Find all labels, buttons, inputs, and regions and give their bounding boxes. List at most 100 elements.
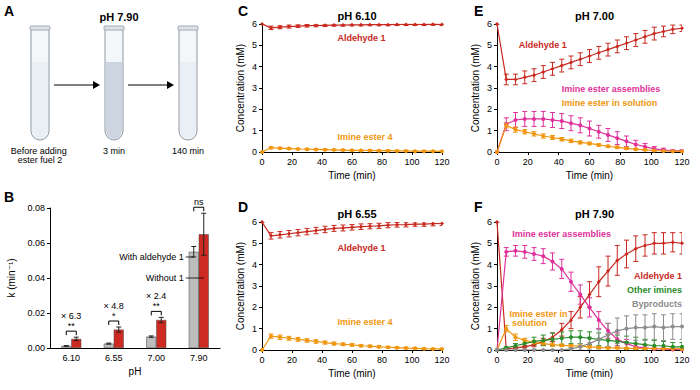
svg-text:Without 1: Without 1 — [146, 273, 184, 283]
svg-text:D: D — [238, 199, 248, 215]
svg-text:Time (min): Time (min) — [328, 170, 375, 181]
svg-text:1: 1 — [252, 324, 257, 334]
svg-text:3: 3 — [252, 281, 257, 291]
svg-text:0: 0 — [494, 157, 499, 167]
svg-text:pH 7.00: pH 7.00 — [575, 10, 614, 22]
svg-text:0: 0 — [252, 147, 257, 157]
svg-text:× 6.3: × 6.3 — [61, 311, 81, 321]
svg-text:B: B — [4, 189, 14, 205]
svg-text:120: 120 — [674, 157, 689, 167]
svg-text:0.08: 0.08 — [27, 203, 45, 213]
svg-text:120: 120 — [434, 355, 449, 365]
svg-text:**: ** — [153, 301, 161, 311]
svg-text:140 min: 140 min — [172, 146, 204, 156]
svg-text:2: 2 — [252, 302, 257, 312]
svg-text:C: C — [238, 3, 248, 19]
svg-text:60: 60 — [584, 157, 594, 167]
svg-text:6.10: 6.10 — [62, 353, 80, 363]
svg-text:solution: solution — [509, 318, 547, 328]
svg-text:0: 0 — [252, 345, 257, 355]
svg-text:*: * — [112, 311, 116, 321]
svg-text:60: 60 — [347, 157, 357, 167]
svg-text:ester fuel 2: ester fuel 2 — [18, 155, 63, 165]
svg-text:5: 5 — [487, 40, 492, 50]
svg-text:20: 20 — [523, 355, 533, 365]
svg-text:3 min: 3 min — [103, 146, 125, 156]
svg-text:60: 60 — [584, 355, 594, 365]
svg-text:Concentration (mM): Concentration (mM) — [470, 242, 481, 330]
svg-text:1: 1 — [252, 126, 257, 136]
svg-text:7.00: 7.00 — [147, 353, 165, 363]
svg-text:pH 7.90: pH 7.90 — [575, 208, 614, 220]
svg-text:Aldehyde 1: Aldehyde 1 — [338, 33, 386, 43]
svg-text:2: 2 — [487, 104, 492, 114]
svg-text:pH 7.90: pH 7.90 — [99, 11, 138, 23]
svg-text:60: 60 — [347, 355, 357, 365]
svg-text:6: 6 — [487, 19, 492, 29]
svg-text:0: 0 — [494, 355, 499, 365]
svg-text:0.00: 0.00 — [27, 343, 45, 353]
svg-text:Imine ester 4: Imine ester 4 — [338, 132, 393, 142]
svg-text:1: 1 — [487, 324, 492, 334]
svg-text:5: 5 — [252, 40, 257, 50]
svg-text:120: 120 — [434, 157, 449, 167]
svg-text:0: 0 — [487, 147, 492, 157]
svg-text:Aldehyde 1: Aldehyde 1 — [338, 243, 386, 253]
svg-text:100: 100 — [404, 355, 419, 365]
svg-text:120: 120 — [674, 355, 689, 365]
svg-text:80: 80 — [615, 157, 625, 167]
svg-text:Aldehyde 1: Aldehyde 1 — [634, 271, 682, 281]
svg-text:6: 6 — [252, 217, 257, 227]
svg-text:6: 6 — [487, 217, 492, 227]
svg-text:0.06: 0.06 — [27, 238, 45, 248]
svg-text:100: 100 — [644, 157, 659, 167]
svg-text:With aldehyde 1: With aldehyde 1 — [119, 252, 184, 262]
svg-text:40: 40 — [317, 157, 327, 167]
svg-text:Concentration (mM): Concentration (mM) — [470, 44, 481, 132]
svg-text:Time (min): Time (min) — [566, 368, 613, 379]
svg-text:Other imines: Other imines — [627, 285, 682, 295]
svg-text:40: 40 — [554, 157, 564, 167]
svg-text:Time (min): Time (min) — [328, 368, 375, 379]
svg-text:100: 100 — [404, 157, 419, 167]
svg-text:80: 80 — [377, 157, 387, 167]
svg-text:20: 20 — [287, 157, 297, 167]
svg-text:2: 2 — [252, 104, 257, 114]
svg-text:3: 3 — [487, 83, 492, 93]
svg-text:6.55: 6.55 — [105, 353, 123, 363]
svg-text:A: A — [4, 3, 14, 19]
svg-text:**: ** — [68, 321, 76, 331]
svg-text:40: 40 — [317, 355, 327, 365]
svg-text:0: 0 — [259, 157, 264, 167]
svg-text:pH 6.10: pH 6.10 — [337, 10, 376, 22]
svg-text:k (min⁻¹): k (min⁻¹) — [6, 258, 17, 297]
svg-text:20: 20 — [523, 157, 533, 167]
svg-text:2: 2 — [487, 302, 492, 312]
svg-text:4: 4 — [252, 260, 257, 270]
svg-text:0: 0 — [487, 345, 492, 355]
svg-text:3: 3 — [252, 83, 257, 93]
svg-text:5: 5 — [487, 238, 492, 248]
svg-text:80: 80 — [377, 355, 387, 365]
svg-text:× 4.8: × 4.8 — [104, 301, 124, 311]
svg-text:0: 0 — [259, 355, 264, 365]
svg-text:Concentration (mM): Concentration (mM) — [235, 242, 246, 330]
svg-text:5: 5 — [252, 238, 257, 248]
svg-text:0.04: 0.04 — [27, 273, 45, 283]
svg-text:7.90: 7.90 — [190, 353, 208, 363]
svg-text:0.02: 0.02 — [27, 308, 45, 318]
svg-text:Concentration (mM): Concentration (mM) — [235, 44, 246, 132]
svg-text:Byproducts: Byproducts — [632, 299, 682, 309]
svg-text:Imine ester in solution: Imine ester in solution — [562, 98, 658, 108]
svg-text:× 2.4: × 2.4 — [146, 291, 166, 301]
svg-text:1: 1 — [487, 126, 492, 136]
svg-text:Aldehyde 1: Aldehyde 1 — [519, 40, 567, 50]
svg-text:3: 3 — [487, 281, 492, 291]
svg-text:pH 6.55: pH 6.55 — [337, 208, 376, 220]
svg-text:80: 80 — [615, 355, 625, 365]
svg-text:Imine ester 4: Imine ester 4 — [338, 317, 393, 327]
svg-text:6: 6 — [252, 19, 257, 29]
svg-text:Time (min): Time (min) — [566, 170, 613, 181]
svg-text:4: 4 — [252, 62, 257, 72]
svg-text:Imine ester assemblies: Imine ester assemblies — [512, 229, 611, 239]
